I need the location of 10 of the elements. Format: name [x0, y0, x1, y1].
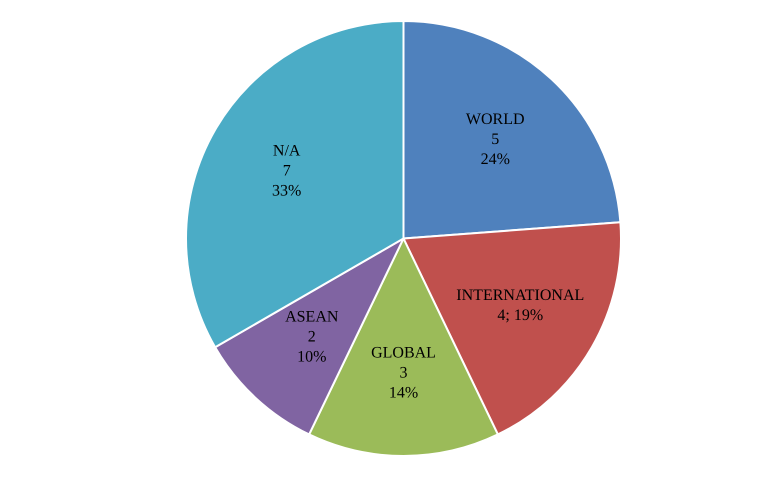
slice-label: ASEAN: [285, 308, 339, 326]
data-label: 2 10%: [297, 328, 326, 366]
data-label: 5 24%: [480, 130, 510, 168]
data-label: 4; 19%: [497, 307, 544, 324]
data-label: 3 14%: [388, 364, 418, 402]
slice-label: INTERNATIONAL: [456, 287, 584, 304]
slice-label: GLOBAL: [371, 344, 436, 362]
slice-label: WORLD: [466, 110, 525, 128]
slice-label: N/A: [272, 142, 301, 160]
data-label: 7 33%: [272, 162, 302, 200]
